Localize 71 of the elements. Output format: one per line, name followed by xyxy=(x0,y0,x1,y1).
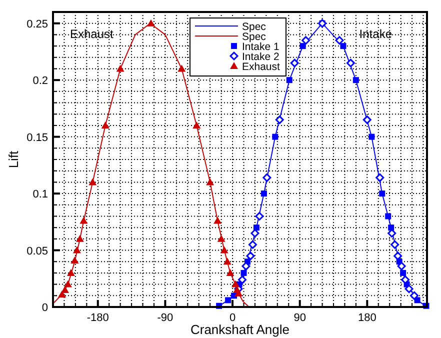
point xyxy=(275,116,284,124)
point xyxy=(404,284,414,294)
point xyxy=(116,64,124,72)
y-axis-title: Lift xyxy=(6,150,21,168)
point xyxy=(226,268,234,276)
annotation: Intake xyxy=(359,27,392,41)
point xyxy=(223,258,232,265)
point xyxy=(290,58,299,68)
point xyxy=(300,43,306,50)
point xyxy=(260,190,267,197)
point xyxy=(66,268,75,276)
point xyxy=(335,36,344,45)
point xyxy=(214,216,222,224)
legend-label: Exhaust xyxy=(242,61,280,73)
legend-label: Spec xyxy=(242,21,266,33)
point xyxy=(225,297,232,304)
point xyxy=(248,240,257,249)
point xyxy=(217,234,226,242)
point xyxy=(400,270,406,276)
x-tick-label: 0 xyxy=(229,312,236,324)
legend-label: Intake 1 xyxy=(242,41,280,53)
point xyxy=(262,173,272,182)
x-axis-title: Crankshaft Angle xyxy=(190,322,290,337)
x-tick-label: -90 xyxy=(157,312,174,324)
point xyxy=(302,36,310,45)
point xyxy=(385,213,392,220)
point xyxy=(240,270,247,276)
point xyxy=(376,173,384,182)
point xyxy=(286,77,292,84)
point xyxy=(253,224,260,231)
point xyxy=(388,224,394,231)
y-tick-label: 0.15 xyxy=(26,132,48,144)
point xyxy=(250,229,260,238)
point xyxy=(410,291,419,300)
point xyxy=(80,216,88,224)
y-tick-label: 0 xyxy=(42,302,48,314)
point xyxy=(362,116,372,124)
point xyxy=(255,212,264,220)
x-tick-label: 180 xyxy=(358,312,376,324)
point xyxy=(88,178,97,186)
point xyxy=(101,121,110,128)
point xyxy=(346,58,355,68)
point xyxy=(352,77,359,84)
point xyxy=(220,246,228,254)
y-tick-label: 0.1 xyxy=(32,188,48,201)
point xyxy=(246,252,255,260)
point xyxy=(70,256,79,264)
y-tick-label: 0.2 xyxy=(32,75,48,88)
x-tick-label: 90 xyxy=(294,312,306,324)
point xyxy=(368,134,375,140)
point xyxy=(146,19,155,26)
point xyxy=(340,43,346,50)
point xyxy=(72,246,81,254)
legend-label: Intake 2 xyxy=(242,51,280,63)
point xyxy=(238,276,246,284)
point xyxy=(76,234,84,242)
point xyxy=(394,252,402,260)
x-tick-label: -180 xyxy=(86,312,109,324)
y-tick-label: 0.05 xyxy=(26,245,48,258)
point xyxy=(379,190,386,197)
annotation: Exhaust xyxy=(70,27,114,41)
point xyxy=(178,64,186,72)
point xyxy=(397,262,406,270)
point xyxy=(232,280,240,288)
point xyxy=(206,178,214,186)
legend-label: Spec xyxy=(242,31,266,43)
point xyxy=(192,121,201,128)
y-tick-label: 0.25 xyxy=(26,18,48,30)
point xyxy=(272,134,278,140)
point xyxy=(64,280,72,288)
point xyxy=(390,240,400,249)
